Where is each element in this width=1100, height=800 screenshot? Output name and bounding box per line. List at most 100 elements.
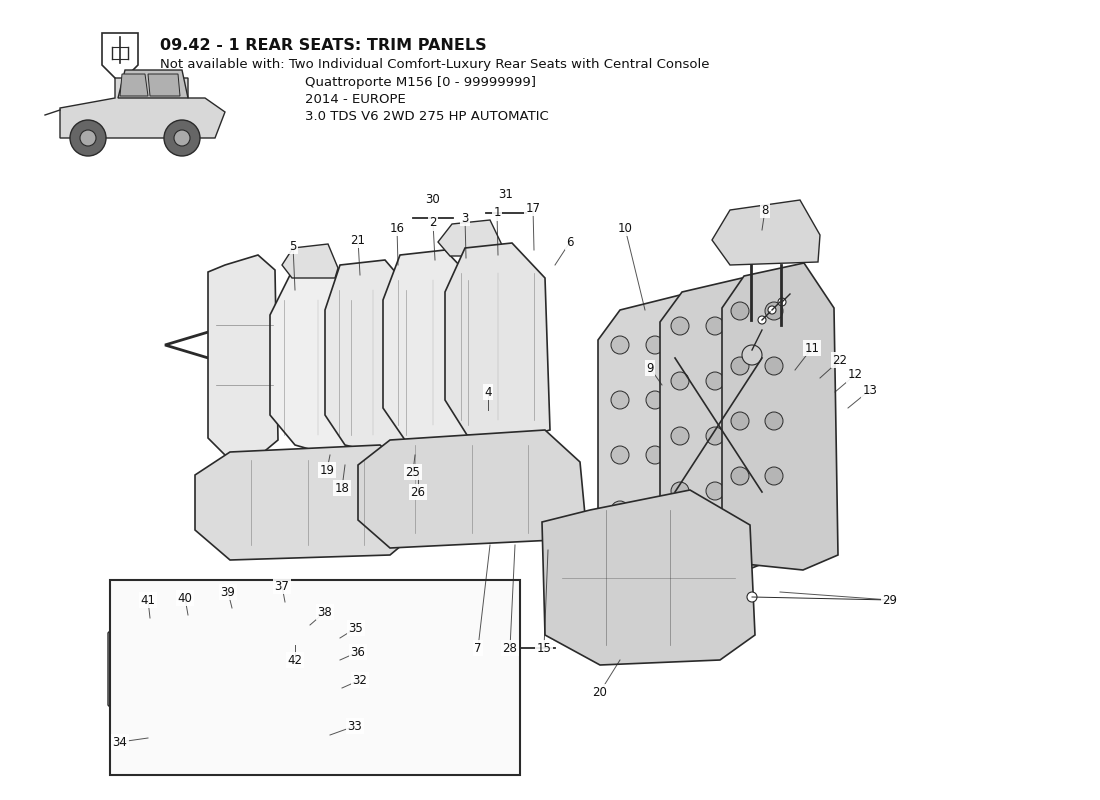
Polygon shape <box>195 445 420 560</box>
Text: 3.0 TDS V6 2WD 275 HP AUTOMATIC: 3.0 TDS V6 2WD 275 HP AUTOMATIC <box>305 110 549 123</box>
Text: 8: 8 <box>761 203 769 217</box>
Text: 10: 10 <box>617 222 632 234</box>
Text: 1: 1 <box>493 206 500 219</box>
Polygon shape <box>120 74 148 96</box>
Circle shape <box>671 317 689 335</box>
Polygon shape <box>60 78 226 138</box>
Polygon shape <box>712 200 820 265</box>
Circle shape <box>270 641 275 646</box>
Text: 35: 35 <box>349 622 363 634</box>
Text: 37: 37 <box>275 579 289 593</box>
Text: 9: 9 <box>647 362 653 374</box>
Circle shape <box>250 646 254 650</box>
Polygon shape <box>270 270 365 455</box>
Text: 25: 25 <box>406 466 420 478</box>
Text: 2: 2 <box>429 217 437 230</box>
Polygon shape <box>660 278 777 572</box>
Circle shape <box>747 592 757 602</box>
Text: 32: 32 <box>353 674 367 686</box>
Circle shape <box>646 336 664 354</box>
Bar <box>110 580 520 775</box>
Circle shape <box>144 734 152 742</box>
Polygon shape <box>118 70 188 98</box>
Text: 31: 31 <box>498 188 514 201</box>
Text: 22: 22 <box>833 354 847 366</box>
Text: 42: 42 <box>287 654 303 666</box>
Circle shape <box>296 731 304 739</box>
Circle shape <box>764 412 783 430</box>
Polygon shape <box>438 220 502 256</box>
Circle shape <box>70 120 106 156</box>
Circle shape <box>646 391 664 409</box>
Polygon shape <box>324 260 420 455</box>
Circle shape <box>768 306 776 314</box>
Circle shape <box>764 302 783 320</box>
Text: 6: 6 <box>566 235 574 249</box>
Text: 7: 7 <box>474 642 482 654</box>
Circle shape <box>265 602 271 606</box>
Polygon shape <box>210 635 324 685</box>
Text: 34: 34 <box>112 735 128 749</box>
Text: 33: 33 <box>348 719 362 733</box>
Text: 09.42 - 1 REAR SEATS: TRIM PANELS: 09.42 - 1 REAR SEATS: TRIM PANELS <box>160 38 486 53</box>
Circle shape <box>706 372 724 390</box>
Text: 17: 17 <box>526 202 540 214</box>
Text: 14: 14 <box>503 660 517 673</box>
Circle shape <box>706 317 724 335</box>
Polygon shape <box>542 490 755 665</box>
Circle shape <box>266 637 278 649</box>
Text: 3: 3 <box>461 211 469 225</box>
Circle shape <box>671 482 689 500</box>
Text: 2014 - EUROPE: 2014 - EUROPE <box>305 93 406 106</box>
Circle shape <box>246 642 258 654</box>
Text: Not available with: Two Individual Comfort-Luxury Rear Seats with Central Consol: Not available with: Two Individual Comfo… <box>160 58 710 71</box>
Text: 16: 16 <box>389 222 405 234</box>
Text: 5: 5 <box>289 239 297 253</box>
Circle shape <box>706 482 724 500</box>
Text: 36: 36 <box>351 646 365 658</box>
Text: Quattroporte M156 [0 - 99999999]: Quattroporte M156 [0 - 99999999] <box>305 76 536 89</box>
Circle shape <box>732 302 749 320</box>
Circle shape <box>706 427 724 445</box>
Circle shape <box>610 336 629 354</box>
Polygon shape <box>722 263 838 570</box>
Circle shape <box>610 391 629 409</box>
Polygon shape <box>446 243 550 440</box>
Text: 39: 39 <box>221 586 235 598</box>
Text: 30: 30 <box>426 193 440 206</box>
Text: 26: 26 <box>410 486 426 498</box>
Circle shape <box>610 501 629 519</box>
Text: 13: 13 <box>862 383 878 397</box>
Text: 40: 40 <box>177 591 192 605</box>
Text: 41: 41 <box>141 594 155 606</box>
Circle shape <box>151 731 160 739</box>
Circle shape <box>742 345 762 365</box>
Polygon shape <box>165 330 235 360</box>
Circle shape <box>242 602 254 614</box>
Circle shape <box>646 446 664 464</box>
Circle shape <box>758 316 766 324</box>
Text: 28: 28 <box>503 642 517 654</box>
Circle shape <box>164 120 200 156</box>
Circle shape <box>174 130 190 146</box>
Text: 15: 15 <box>537 642 551 654</box>
Circle shape <box>671 372 689 390</box>
Text: 14: 14 <box>503 658 517 671</box>
Text: 38: 38 <box>318 606 332 618</box>
Circle shape <box>671 427 689 445</box>
Polygon shape <box>208 255 278 455</box>
Text: 11: 11 <box>804 342 820 354</box>
Polygon shape <box>598 295 715 575</box>
Circle shape <box>732 357 749 375</box>
Polygon shape <box>383 250 483 445</box>
Circle shape <box>732 412 749 430</box>
Circle shape <box>646 501 664 519</box>
Polygon shape <box>210 600 300 645</box>
Circle shape <box>764 357 783 375</box>
Circle shape <box>732 467 749 485</box>
Circle shape <box>245 606 251 610</box>
Circle shape <box>610 446 629 464</box>
Circle shape <box>778 298 786 306</box>
Circle shape <box>764 467 783 485</box>
Polygon shape <box>108 615 220 720</box>
